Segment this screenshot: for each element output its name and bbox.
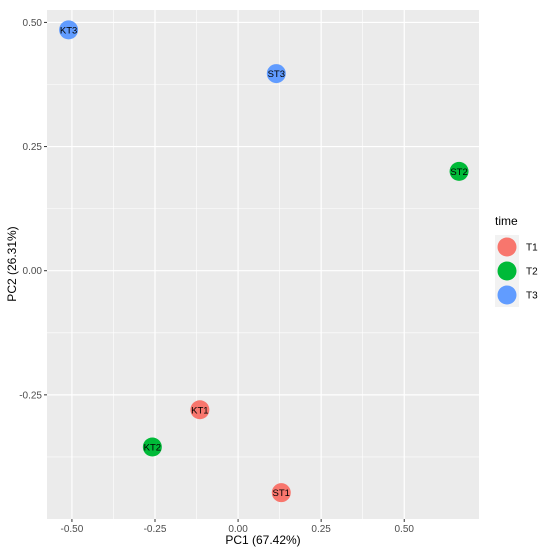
x-axis-label: PC1 (67.42%) [225,533,300,547]
legend-label: T1 [526,243,538,254]
x-tick-label: -0.50 [61,524,84,535]
minor-gridlines [47,10,479,519]
point-marker [449,161,469,181]
point-label: KT2 [144,442,161,453]
point-marker [271,483,291,503]
point-marker [142,437,162,457]
legend-item-t1: T1 [495,235,538,259]
y-tick-label: 0.25 [23,142,43,153]
point-label: KT3 [60,25,77,36]
point-label: KT1 [191,405,208,416]
x-axis-ticks: -0.50 -0.25 0.00 0.25 0.50 [61,519,414,535]
x-tick-label: -0.25 [144,524,167,535]
point-marker [266,64,286,84]
legend: time T1 T2 T3 [495,214,538,307]
legend-label: T2 [526,267,538,278]
legend-key-circle [497,261,517,281]
data-points: KT3 ST3 ST2 KT1 KT2 ST1 [59,20,469,503]
y-axis-label: PC2 (26.31%) [5,226,19,301]
plot-panel [47,10,479,519]
major-gridlines [47,10,479,519]
y-tick-label: 0.00 [23,266,43,277]
x-tick-label: 0.25 [311,524,331,535]
point-marker [190,400,210,420]
y-axis-ticks: -0.25 0.00 0.25 0.50 [19,18,47,401]
legend-key-circle [497,237,517,257]
data-point-kt2: KT2 [142,437,162,457]
x-tick-label: 0.00 [228,524,248,535]
y-tick-label: -0.25 [19,390,42,401]
point-label: ST1 [273,488,290,499]
x-tick-label: 0.50 [394,524,414,535]
data-point-st2: ST2 [449,161,469,181]
legend-title: time [495,214,518,228]
legend-key-circle [497,285,517,305]
legend-label: T3 [526,291,538,302]
data-point-kt3: KT3 [59,20,79,40]
data-point-st3: ST3 [266,64,286,84]
point-label: ST3 [268,69,285,80]
y-tick-label: 0.50 [23,18,43,29]
legend-item-t2: T2 [495,259,538,283]
point-marker [59,20,79,40]
point-label: ST2 [450,167,467,178]
data-point-st1: ST1 [271,483,291,503]
legend-item-t3: T3 [495,283,538,307]
data-point-kt1: KT1 [190,400,210,420]
